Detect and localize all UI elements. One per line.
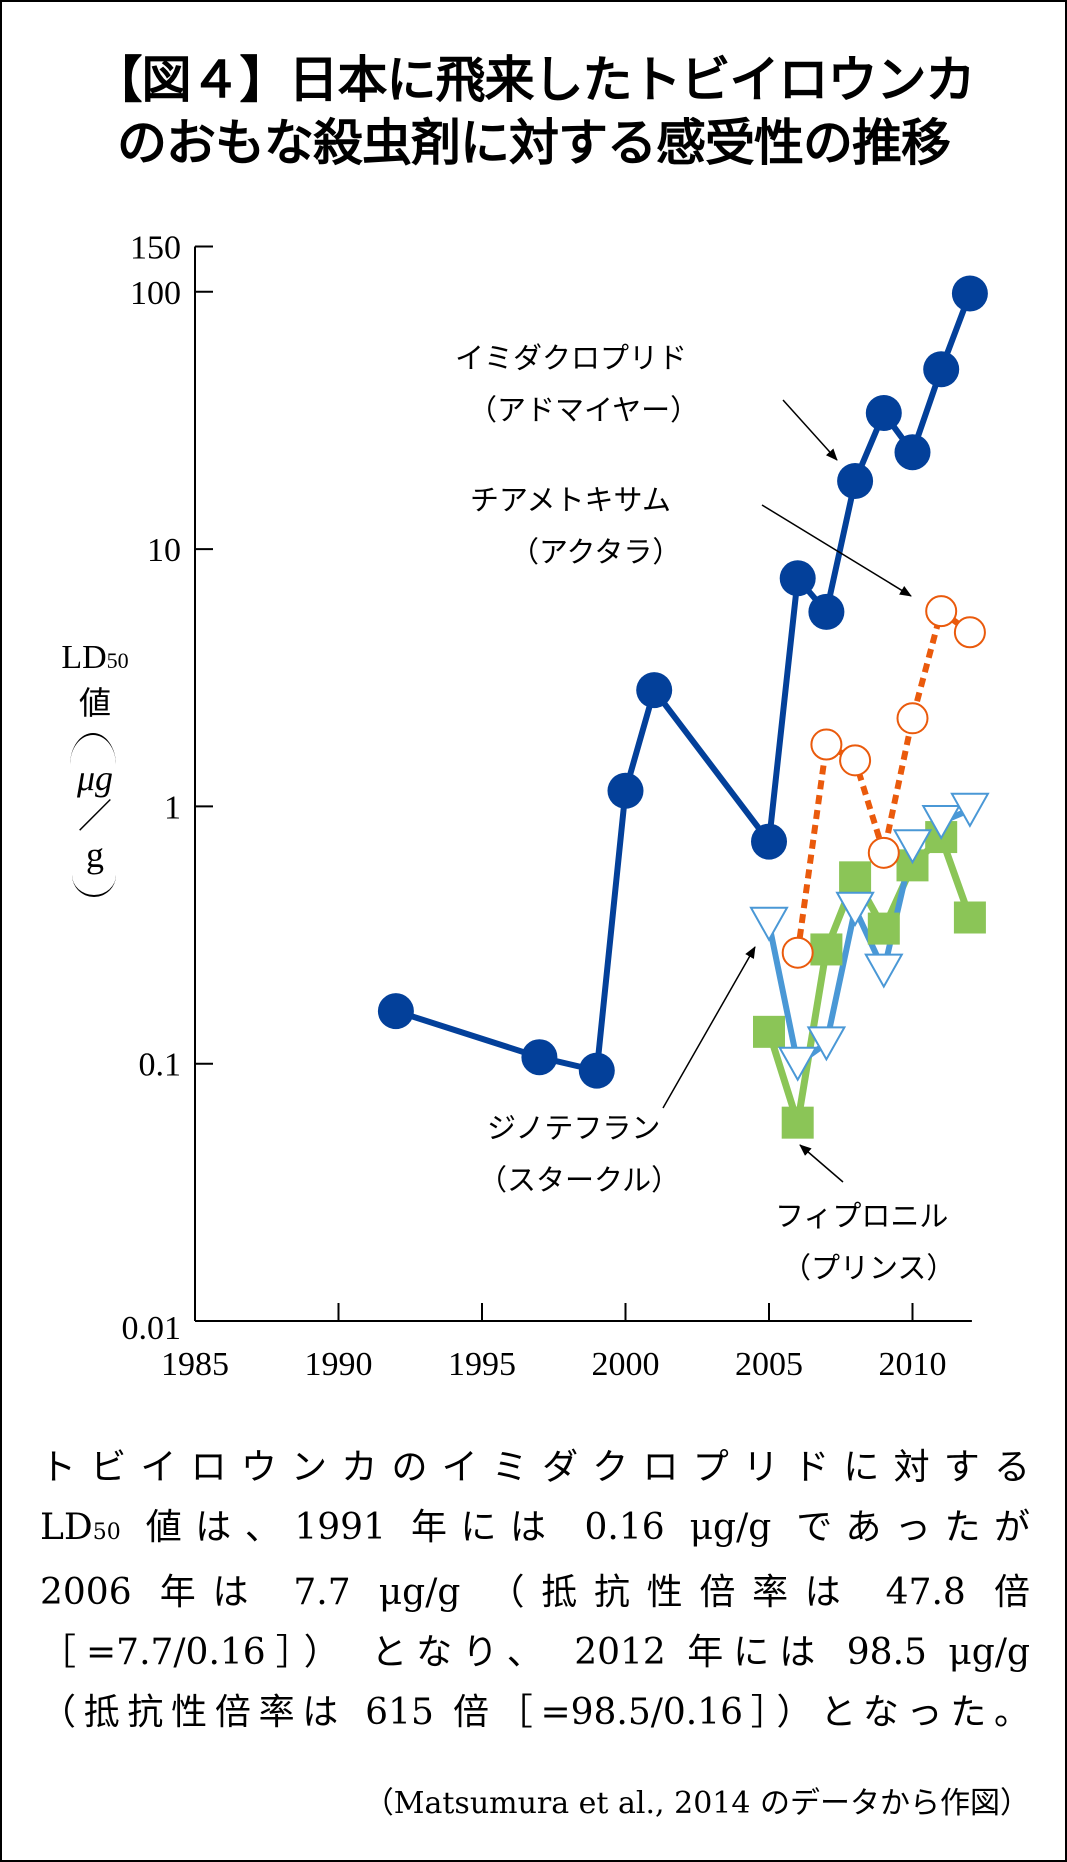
arrow-imidacloprid: [782, 399, 838, 461]
data-point-imidacloprid: [865, 395, 902, 432]
data-point-thiamethoxam: [925, 595, 958, 628]
figure-title-line2: のおもな殺虫剤に対する感受性の推移: [117, 114, 951, 172]
data-point-fipronil: [753, 1015, 785, 1048]
data-point-imidacloprid: [636, 672, 673, 709]
y-axis-label-g: g: [86, 835, 104, 875]
data-point-imidacloprid: [808, 593, 845, 630]
caption-ld: LD: [40, 1507, 93, 1548]
data-point-thiamethoxam: [839, 744, 872, 777]
data-point-imidacloprid: [607, 772, 644, 809]
y-tick-label: 150: [130, 229, 181, 266]
data-point-fipronil: [953, 901, 986, 934]
y-axis-label-sub: 50: [106, 648, 129, 673]
caption-ld-sub: 50: [92, 1520, 121, 1545]
y-tick-label: 0.1: [139, 1047, 182, 1084]
data-point-imidacloprid: [779, 560, 816, 597]
y-tick-label: 100: [130, 275, 181, 312]
label-imidacloprid-line2: （アドマイヤー）: [468, 393, 699, 427]
series-line-1: [794, 608, 972, 954]
data-point-dinotefuran: [864, 953, 904, 989]
x-tick-label: 2000: [592, 1346, 660, 1383]
y-axis-label-value: 値: [78, 684, 111, 722]
arrow-fipronil: [799, 1144, 844, 1183]
x-tick-label: 2010: [879, 1346, 947, 1383]
data-point-imidacloprid: [751, 823, 787, 860]
label-fipronil-line1: フィプロニル: [775, 1199, 948, 1233]
series-layer: [377, 275, 990, 1139]
source-note: （Matsumura et al., 2014 のデータから作図）: [363, 1786, 1030, 1821]
data-point-imidacloprid: [578, 1052, 615, 1089]
caption-line3: 2006 年は 7.7 μg/g （抵抗性倍率は 47.8 倍: [40, 1572, 1030, 1613]
data-point-fipronil: [810, 933, 843, 966]
figure-title-line1: 【図４】日本に飛来したトビイロウンカ: [92, 51, 976, 109]
data-point-dinotefuran: [892, 829, 933, 865]
label-imidacloprid-line1: イミダクロプリド: [455, 341, 687, 375]
label-dinotefuran-line1: ジノテフラン: [487, 1111, 660, 1145]
data-point-imidacloprid: [951, 275, 988, 312]
data-point-thiamethoxam: [781, 936, 814, 969]
data-point-thiamethoxam: [953, 616, 986, 649]
x-tick-label: 1985: [161, 1346, 229, 1383]
caption-line2-rest: 値は、1991 年には 0.16 μg/g であったが: [120, 1507, 1030, 1548]
x-tick-label: 1995: [448, 1346, 516, 1383]
data-point-fipronil: [781, 1106, 814, 1139]
caption-line4: ［=7.7/0.16］） となり、 2012 年には 98.5 μg/g: [40, 1632, 1030, 1673]
y-axis-label-ld: LD: [61, 639, 107, 676]
data-point-dinotefuran: [835, 891, 875, 927]
x-tick-label: 1990: [305, 1346, 373, 1383]
data-point-thiamethoxam: [810, 728, 843, 761]
y-axis-label: LD50 値 （ μg ／ g ）: [40, 640, 150, 903]
y-axis-label-open-paren: [70, 733, 116, 765]
caption-line1: トビイロウンカのイミダクロプリドに対する: [40, 1447, 1030, 1488]
y-tick-label: 1: [164, 789, 181, 826]
data-point-dinotefuran: [777, 1046, 818, 1082]
arrow-thiamethoxam: [761, 504, 912, 597]
axes: 1985 1990 1995 2000 2005 2010 0.01 0.1 1 10 100 150: [122, 229, 972, 1383]
y-axis-label-close-paren: [72, 875, 116, 897]
label-thiamethoxam-line2: （アクタラ）: [510, 535, 681, 569]
data-point-dinotefuran: [806, 1026, 847, 1062]
caption-line2: LD50 値は、1991 年には 0.16 μg/g であったが: [40, 1498, 1030, 1563]
data-point-fipronil: [867, 912, 900, 945]
data-point-imidacloprid: [837, 462, 874, 499]
y-axis-label-unit: μg: [76, 758, 114, 798]
data-point-imidacloprid: [894, 434, 931, 471]
data-point-thiamethoxam: [896, 702, 929, 735]
data-point-dinotefuran: [950, 792, 990, 828]
y-axis-label-slash: ／: [78, 797, 112, 837]
label-fipronil-line2: （プリンス）: [782, 1251, 955, 1285]
data-point-dinotefuran: [749, 906, 789, 942]
data-point-imidacloprid: [521, 1039, 558, 1076]
y-tick-label: 10: [147, 532, 181, 569]
chart: 1985 1990 1995 2000 2005 2010 0.01 0.1 1 10 100 150…: [122, 229, 990, 1383]
label-thiamethoxam-line1: チアメトキサム: [470, 483, 671, 517]
data-point-thiamethoxam: [867, 836, 900, 869]
data-point-imidacloprid: [377, 993, 414, 1030]
x-tick-label: 2005: [735, 1346, 803, 1383]
data-point-dinotefuran: [921, 804, 961, 841]
label-dinotefuran-line2: （スタークル）: [478, 1163, 680, 1197]
y-tick-label: 0.01: [122, 1310, 182, 1347]
data-point-imidacloprid: [923, 351, 960, 388]
caption-line5: （抵抗性倍率は 615 倍［=98.5/0.16］）となった。: [40, 1692, 1030, 1733]
data-point-fipronil: [839, 861, 872, 894]
arrow-dinotefuran: [662, 946, 756, 1109]
caption: トビイロウンカのイミダクロプリドに対する LD50 値は、1991 年には 0.…: [40, 1438, 1030, 1743]
